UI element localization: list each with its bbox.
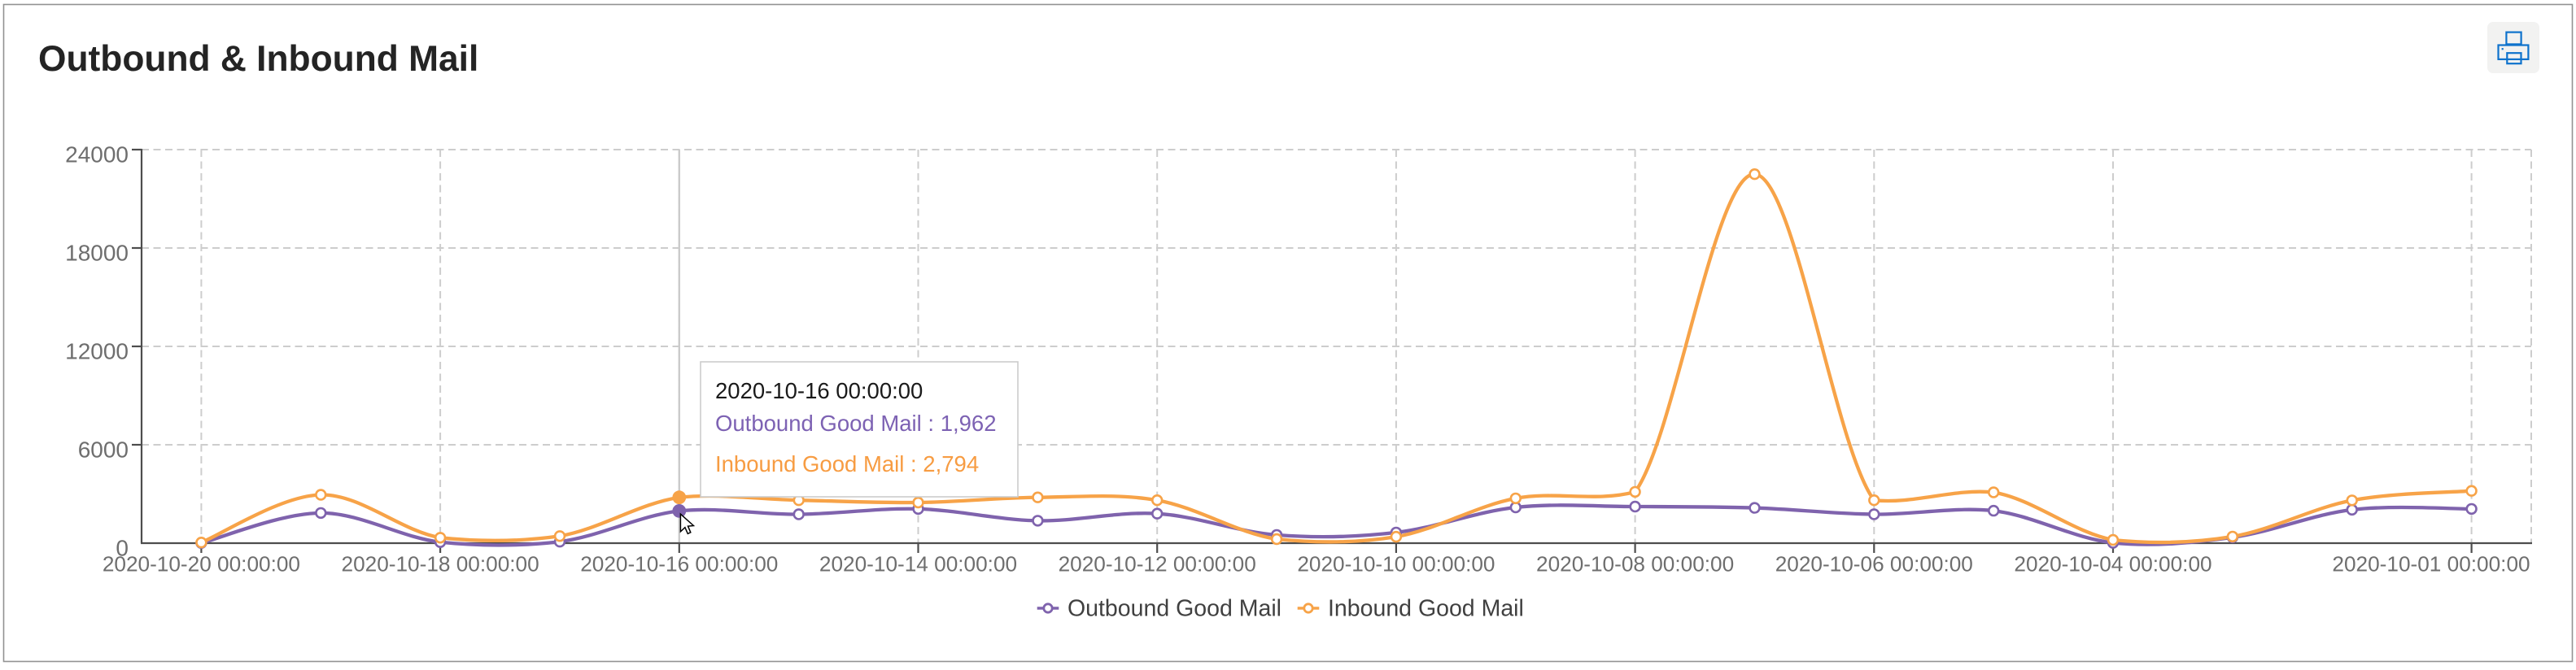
svg-text:2020-10-16 00:00:00: 2020-10-16 00:00:00 [580, 552, 778, 576]
svg-text:24000: 24000 [65, 142, 129, 168]
svg-text:Outbound & Inbound Mail: Outbound & Inbound Mail [38, 39, 478, 79]
svg-text:12000: 12000 [65, 339, 129, 364]
svg-text:Outbound Good Mail : 1,962: Outbound Good Mail : 1,962 [715, 411, 997, 436]
svg-text:2020-10-16 00:00:00: 2020-10-16 00:00:00 [715, 378, 923, 403]
svg-text:Outbound Good Mail: Outbound Good Mail [1068, 596, 1281, 622]
svg-text:0: 0 [116, 536, 129, 561]
svg-text:Inbound Good Mail : 2,794: Inbound Good Mail : 2,794 [715, 451, 979, 476]
svg-text:18000: 18000 [65, 241, 129, 266]
svg-text:2020-10-14 00:00:00: 2020-10-14 00:00:00 [819, 552, 1017, 576]
svg-text:2020-10-12 00:00:00: 2020-10-12 00:00:00 [1059, 552, 1256, 576]
svg-text:6000: 6000 [78, 437, 129, 463]
svg-text:2020-10-01 00:00:00: 2020-10-01 00:00:00 [2332, 552, 2530, 576]
svg-text:2020-10-04 00:00:00: 2020-10-04 00:00:00 [2014, 552, 2211, 576]
svg-text:2020-10-06 00:00:00: 2020-10-06 00:00:00 [1775, 552, 1973, 576]
svg-text:2020-10-08 00:00:00: 2020-10-08 00:00:00 [1536, 552, 1734, 576]
svg-text:2020-10-18 00:00:00: 2020-10-18 00:00:00 [342, 552, 539, 576]
svg-text:2020-10-20 00:00:00: 2020-10-20 00:00:00 [103, 552, 300, 576]
svg-text:2020-10-10 00:00:00: 2020-10-10 00:00:00 [1297, 552, 1495, 576]
svg-text:Inbound Good Mail: Inbound Good Mail [1328, 596, 1524, 622]
